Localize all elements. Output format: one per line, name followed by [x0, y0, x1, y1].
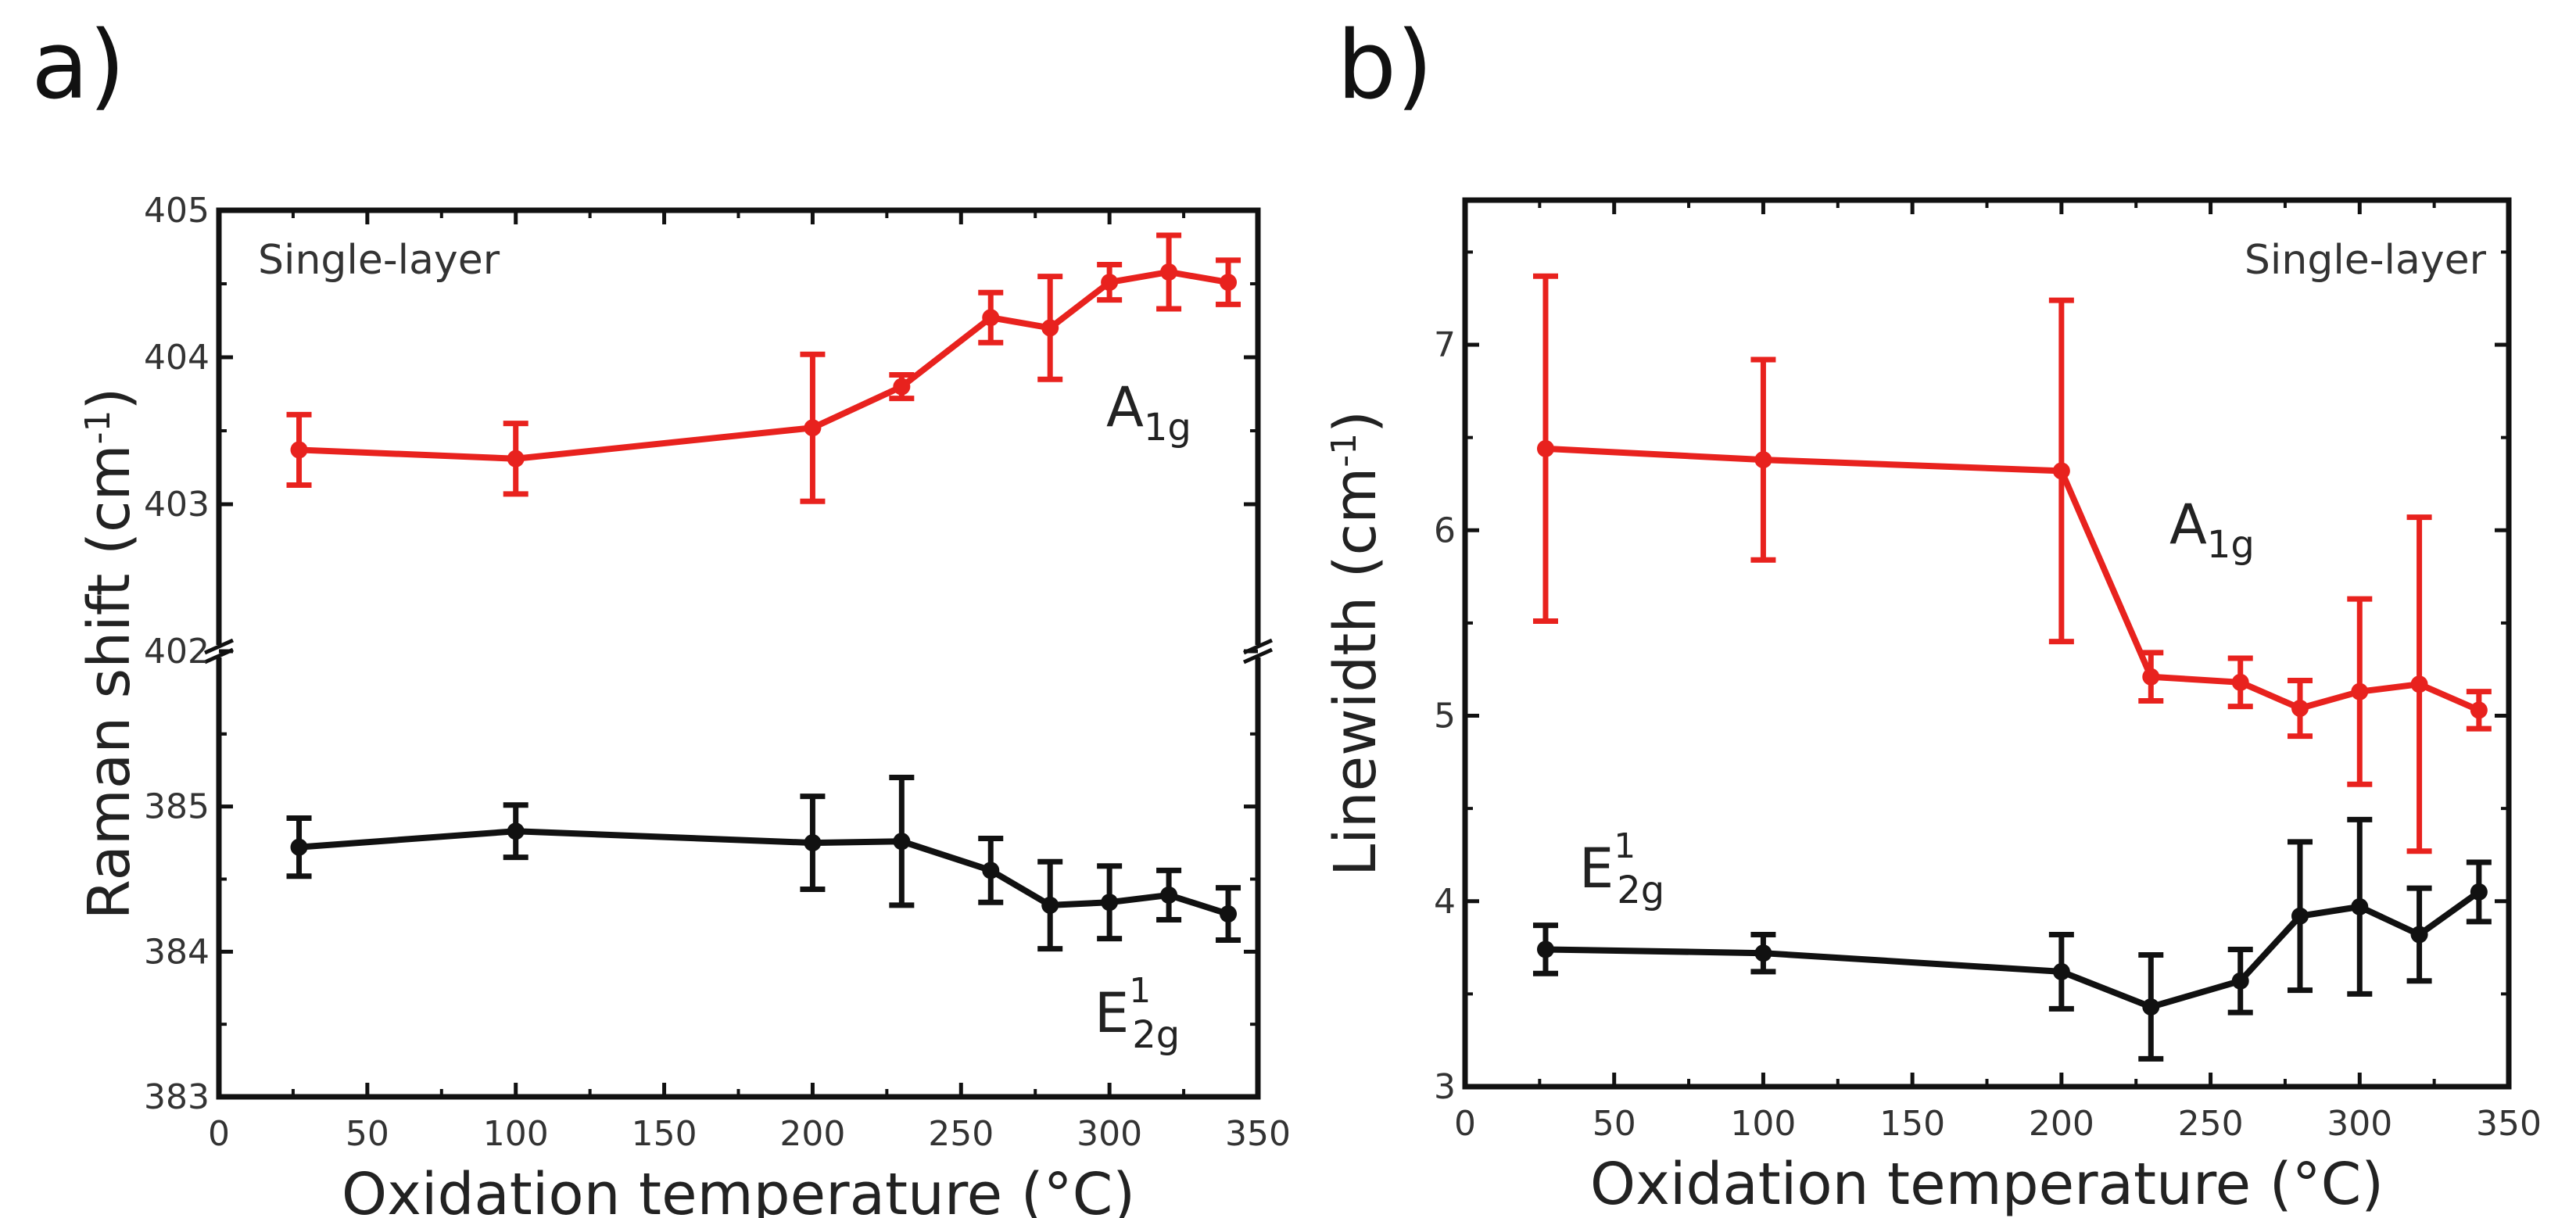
data-point — [893, 833, 911, 851]
y-tick-label: 3 — [1434, 1067, 1456, 1107]
panel-label: a) — [31, 12, 125, 120]
data-point — [2410, 926, 2428, 944]
y-tick-label: 402 — [144, 632, 210, 672]
panel-b: b) 0 50 100 150 200 250 300 350 3 4 5 6 7 Oxidation te… — [1322, 12, 2542, 1218]
data-point — [2470, 701, 2488, 719]
data-point — [982, 862, 1000, 879]
series-label: E1 2g — [1095, 971, 1180, 1057]
x-tick-label: 200 — [2029, 1104, 2094, 1144]
series-line — [299, 828, 1230, 917]
x-tick-label: 350 — [2476, 1104, 2542, 1144]
plot-frame — [216, 207, 1261, 1100]
x-tick-label: 100 — [483, 1114, 549, 1154]
data-point — [507, 822, 525, 840]
data-point — [1754, 451, 1772, 469]
series-E12g: E1 2g — [286, 775, 1241, 1057]
data-point — [507, 450, 525, 467]
data-point — [2231, 673, 2249, 691]
data-point — [1536, 940, 1554, 958]
x-tick-label: 0 — [208, 1114, 230, 1154]
single-layer-annotation: Single-layer — [258, 237, 500, 284]
series-A1g: A1g — [1532, 273, 2492, 854]
x-tick-label: 150 — [1879, 1104, 1945, 1144]
series-line — [1545, 445, 2481, 714]
data-point — [2410, 675, 2428, 693]
data-point — [290, 838, 308, 856]
series-label: E1 2g — [1579, 826, 1664, 912]
series-label: A1g — [2169, 493, 2255, 567]
data-point — [2142, 998, 2160, 1016]
data-point — [290, 441, 308, 459]
data-point — [1041, 319, 1059, 337]
x-tick-label: 300 — [1077, 1114, 1142, 1154]
series-E12g: E1 2g — [1532, 816, 2492, 1062]
x-tick-label: 100 — [1730, 1104, 1796, 1144]
y-tick-label: 403 — [144, 485, 210, 525]
y-tick-label: 6 — [1434, 510, 1456, 550]
y-tick-label: 384 — [144, 932, 210, 972]
x-tick-label: 50 — [1593, 1104, 1636, 1144]
data-point — [1101, 274, 1119, 292]
data-point — [1220, 274, 1238, 292]
data-point — [1160, 886, 1178, 904]
data-point — [1101, 894, 1119, 912]
data-point — [2291, 907, 2309, 925]
y-tick-label: 383 — [144, 1077, 210, 1117]
data-point — [1754, 944, 1772, 962]
series-line — [1545, 889, 2481, 1010]
data-point — [1160, 263, 1178, 281]
panel-a: a) 0 50 100 150 200 250 300 350 383 384 385 402 403 40… — [31, 12, 1291, 1218]
x-tick-label: 350 — [1225, 1114, 1291, 1154]
x-axis-label: Oxidation temperature (°C) — [1590, 1151, 2384, 1218]
x-tick-label: 300 — [2327, 1104, 2392, 1144]
y-tick-label: 385 — [144, 787, 210, 827]
single-layer-annotation: Single-layer — [2245, 237, 2487, 284]
y-axis-label: Raman shift (cm-1) — [76, 388, 143, 920]
series-line — [299, 268, 1229, 462]
data-point — [804, 834, 822, 852]
data-point — [2052, 962, 2070, 980]
x-tick-label: 0 — [1454, 1104, 1476, 1144]
data-point — [1041, 896, 1059, 914]
y-tick-label: 7 — [1434, 325, 1456, 365]
data-point — [982, 309, 1000, 327]
data-point — [804, 419, 822, 437]
x-tick-label: 200 — [779, 1114, 845, 1154]
y-tick-label: 404 — [144, 338, 210, 378]
x-tick-label: 250 — [928, 1114, 994, 1154]
data-point — [2351, 897, 2369, 915]
x-tick-label: 150 — [632, 1114, 697, 1154]
y-tick-label: 4 — [1434, 882, 1456, 922]
data-point — [2231, 972, 2249, 990]
data-point — [2052, 462, 2070, 480]
y-tick-label: 405 — [144, 191, 210, 231]
y-tick-label: 5 — [1434, 697, 1456, 736]
data-point — [2142, 668, 2160, 686]
x-axis-label: Oxidation temperature (°C) — [342, 1161, 1135, 1218]
data-point — [2291, 700, 2309, 718]
data-point — [1536, 439, 1554, 457]
data-point — [1220, 905, 1238, 923]
x-tick-label: 50 — [346, 1114, 389, 1154]
panel-label: b) — [1337, 12, 1433, 120]
data-point — [893, 378, 911, 396]
y-axis-label: Linewidth (cm-1) — [1322, 410, 1389, 876]
axis-break-mark — [1242, 647, 1274, 665]
data-point — [2351, 682, 2369, 700]
series-label: A1g — [1106, 375, 1191, 450]
x-tick-label: 250 — [2178, 1104, 2244, 1144]
series-A1g: A1g — [286, 232, 1241, 504]
data-point — [2470, 883, 2488, 901]
axis-break-mark — [203, 638, 235, 655]
